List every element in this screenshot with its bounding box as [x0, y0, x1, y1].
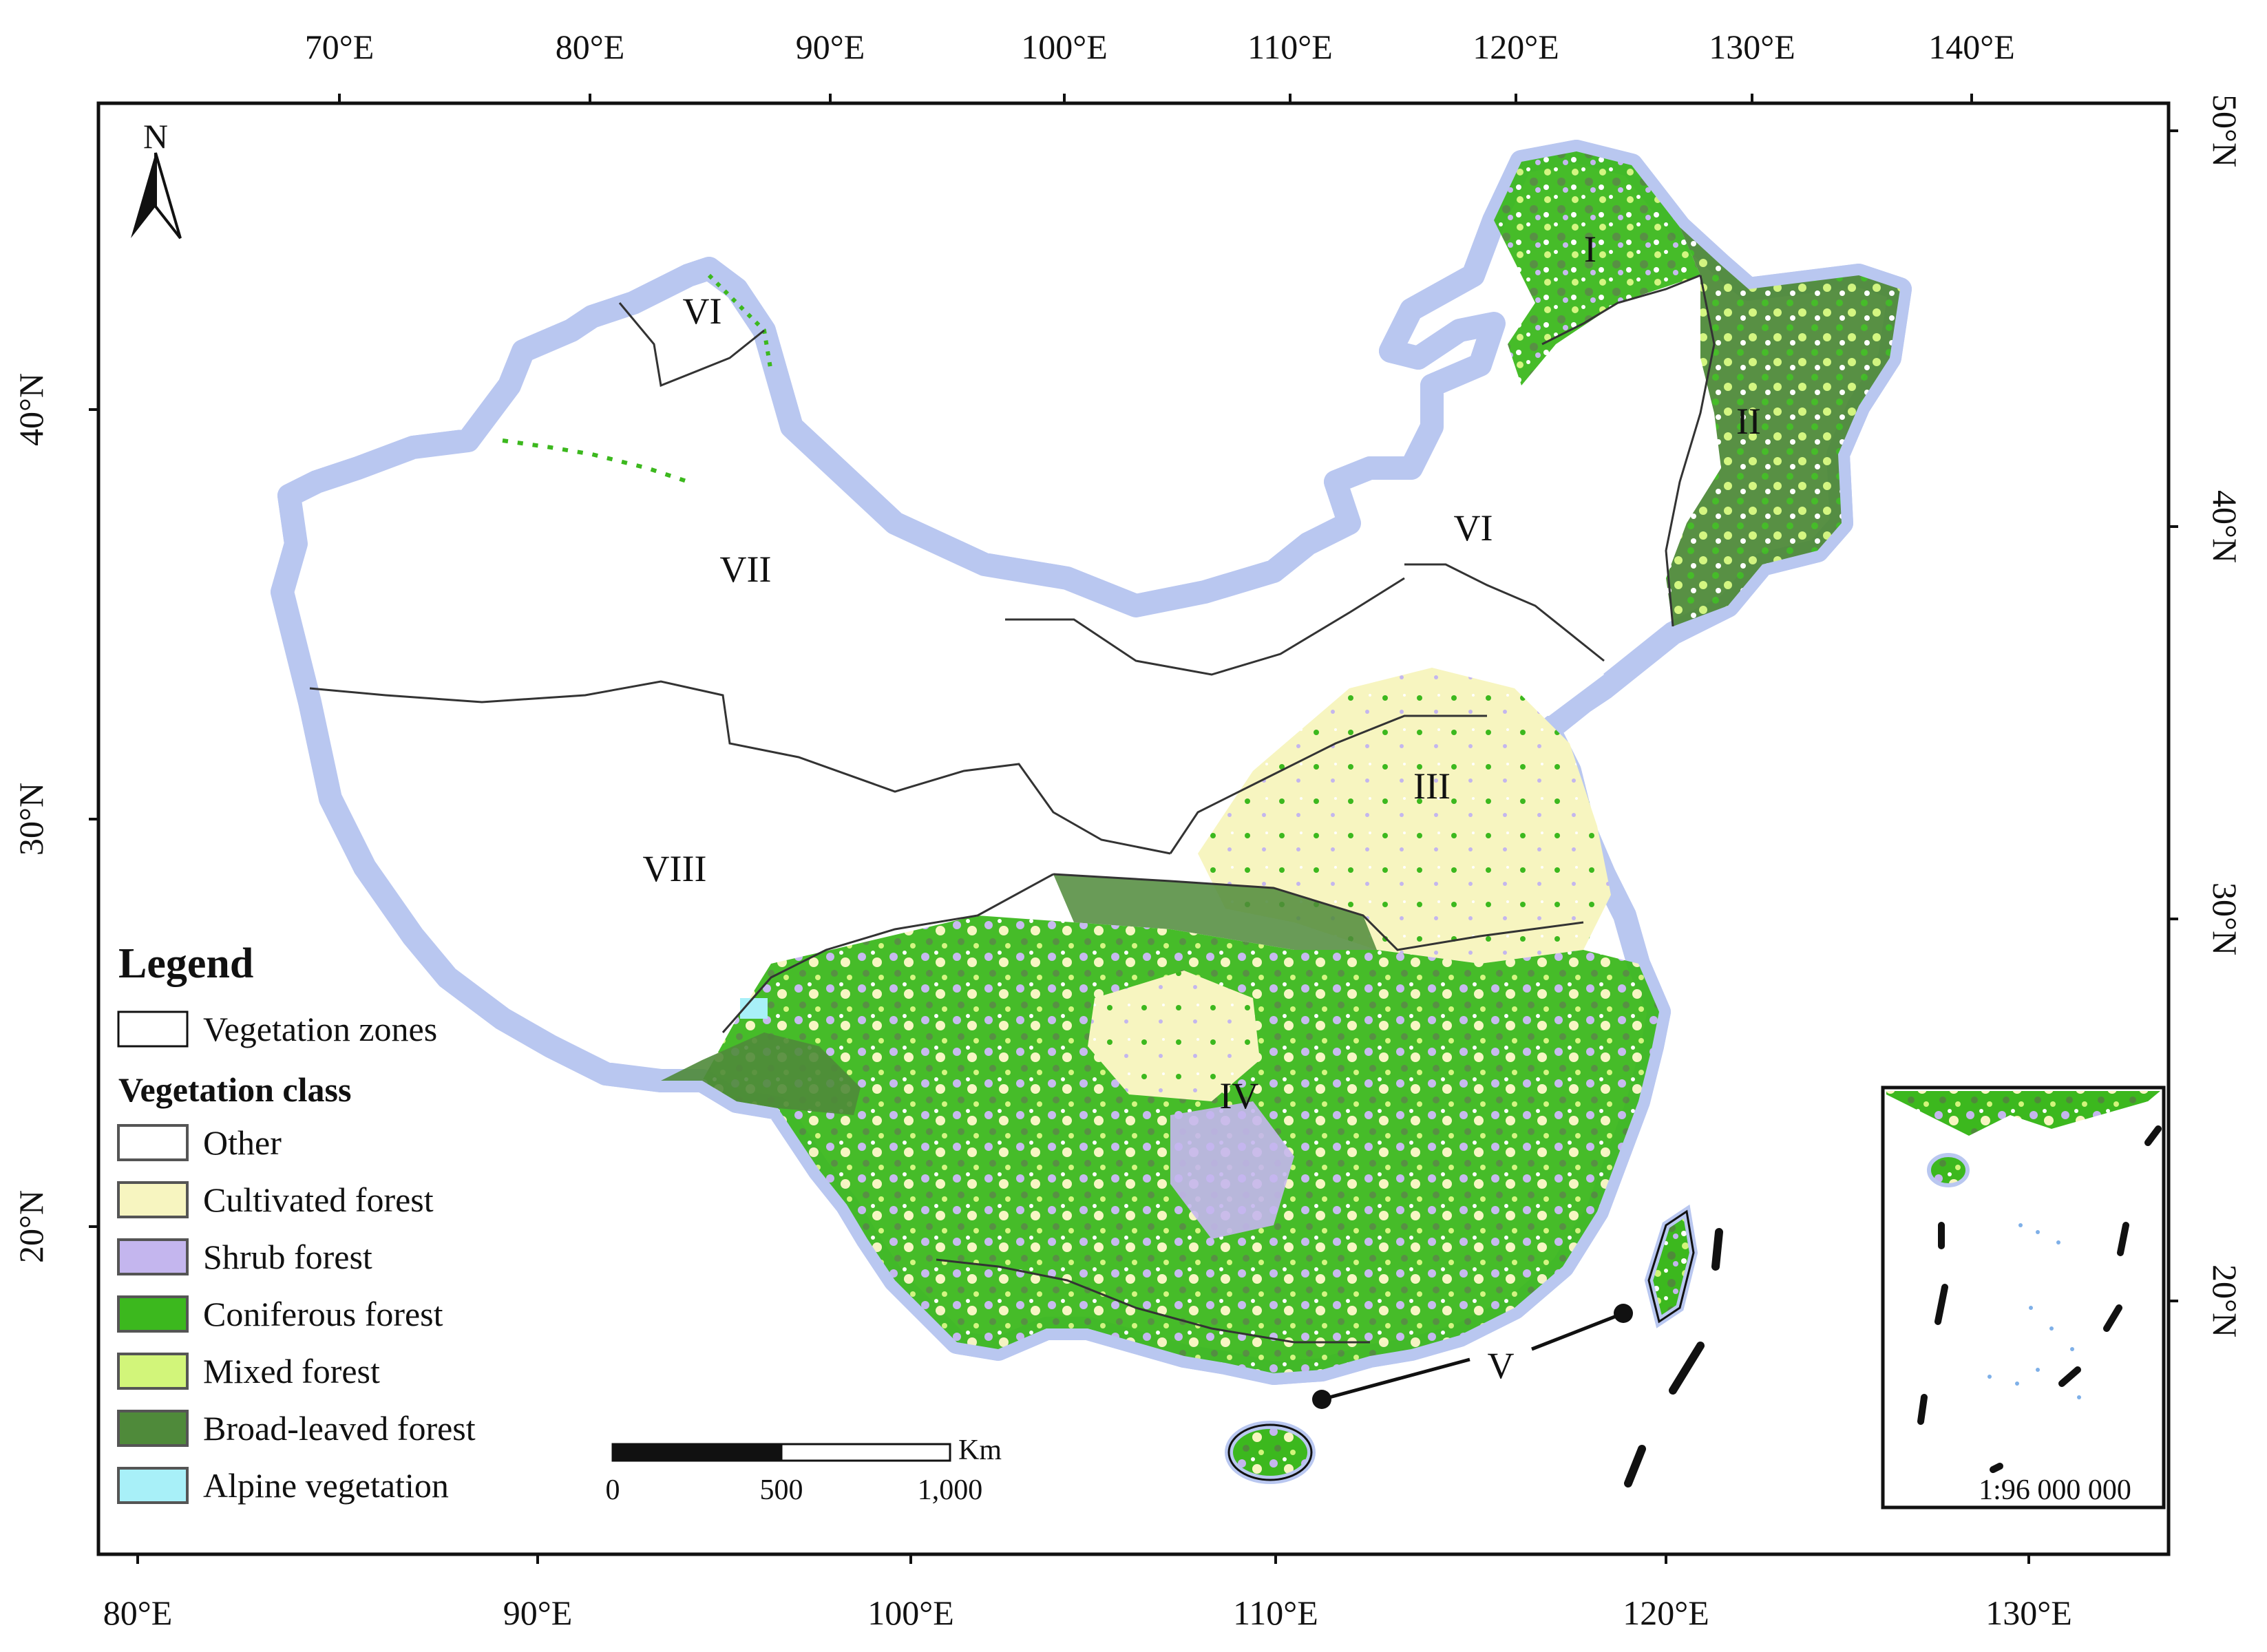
- scale-label-0: 0: [606, 1474, 620, 1506]
- zone-v-pointer: [1312, 1304, 1633, 1409]
- bottom-lon-label: 120°E: [1623, 1593, 1709, 1632]
- bottom-lon-label: 130°E: [1985, 1593, 2072, 1632]
- inset-scale-text: 1:96 000 000: [1979, 1474, 2131, 1506]
- bottom-lon-label: 90°E: [503, 1593, 573, 1632]
- zone-label-v: V: [1488, 1345, 1515, 1386]
- legend-swatch-broad-leaved-forest: [117, 1410, 189, 1447]
- legend-title: Legend: [118, 940, 253, 987]
- bottom-lon-label: 100°E: [867, 1593, 954, 1632]
- legend-swatch-cultivated-forest: [117, 1181, 189, 1218]
- north-arrow-icon: N: [131, 117, 182, 240]
- left-tick-marks: [89, 408, 98, 1228]
- vegetation-cover: [502, 151, 1900, 1373]
- taiwan-island: [1644, 1204, 1698, 1328]
- zone-label-vi: VI: [1454, 507, 1493, 549]
- right-lat-label: 30°N: [2206, 882, 2244, 955]
- top-lon-label: 120°E: [1473, 28, 1559, 66]
- top-lon-label: 70°E: [305, 28, 375, 66]
- zone-boundaries: [309, 274, 1716, 1344]
- legend-label-mixed-forest: Mixed forest: [203, 1352, 380, 1390]
- right-lat-label: 20°N: [2206, 1264, 2244, 1337]
- right-tick-marks: [2169, 129, 2178, 1302]
- legend-label-zones: Vegetation zones: [203, 1010, 437, 1048]
- zone-label-iv: IV: [1220, 1075, 1259, 1116]
- legend-class-title: Vegetation class: [118, 1070, 351, 1109]
- top-lon-label: 80°E: [556, 28, 625, 66]
- legend-label-cultivated-forest: Cultivated forest: [203, 1180, 434, 1219]
- legend-label-coniferous-forest: Coniferous forest: [203, 1295, 443, 1333]
- legend-label-broad-leaved-forest: Broad-leaved forest: [203, 1409, 476, 1448]
- zone-label-i: I: [1584, 229, 1596, 270]
- south-china-sea-inset: 1:96 000 000: [1881, 1086, 2166, 1510]
- scale-label-1000: 1,000: [918, 1474, 983, 1506]
- svg-text:N: N: [143, 117, 168, 156]
- scale-unit: Km: [958, 1434, 1002, 1466]
- legend-label-alpine-vegetation: Alpine vegetation: [203, 1466, 449, 1505]
- bottom-lon-label: 110°E: [1233, 1593, 1318, 1632]
- bottom-tick-marks: [136, 1554, 2030, 1564]
- top-lon-label: 140°E: [1928, 28, 2015, 66]
- zone-label-vi-north: VI: [683, 290, 722, 332]
- zone-label-iii: III: [1413, 765, 1451, 807]
- top-lon-label: 100°E: [1021, 28, 1108, 66]
- left-lat-label: 30°N: [12, 783, 50, 856]
- right-lat-label: 50°N: [2206, 94, 2244, 167]
- legend-swatch-mixed-forest: [117, 1353, 189, 1390]
- top-lon-label: 110°E: [1247, 28, 1333, 66]
- top-lon-label: 130°E: [1709, 28, 1795, 66]
- legend-swatch-shrub-forest: [117, 1238, 189, 1275]
- legend-label-shrub-forest: Shrub forest: [203, 1238, 372, 1276]
- top-tick-marks: [338, 94, 1973, 103]
- sea-boundary-dashes: [1624, 1228, 1723, 1487]
- scale-label-500: 500: [760, 1474, 803, 1506]
- left-lat-label: 20°N: [12, 1190, 50, 1263]
- legend-label-other: Other: [203, 1123, 282, 1162]
- legend-swatch-coniferous-forest: [117, 1295, 189, 1333]
- zone-label-ii: II: [1736, 401, 1761, 442]
- legend-swatch-zones: [117, 1010, 189, 1048]
- top-lon-label: 90°E: [796, 28, 865, 66]
- scale-bar: Km 0 500 1,000: [606, 1434, 1002, 1506]
- left-lat-label: 40°N: [12, 373, 50, 446]
- right-lat-label: 40°N: [2206, 490, 2244, 563]
- bottom-lon-label: 80°E: [103, 1593, 173, 1632]
- legend: Legend Vegetation zones Vegetation class…: [117, 940, 476, 1505]
- legend-swatch-other: [117, 1124, 189, 1161]
- zone-label-viii: VIII: [643, 848, 707, 889]
- zone-label-vii: VII: [720, 549, 772, 590]
- hainan-island: [1225, 1421, 1316, 1484]
- legend-swatch-alpine-vegetation: [117, 1467, 189, 1504]
